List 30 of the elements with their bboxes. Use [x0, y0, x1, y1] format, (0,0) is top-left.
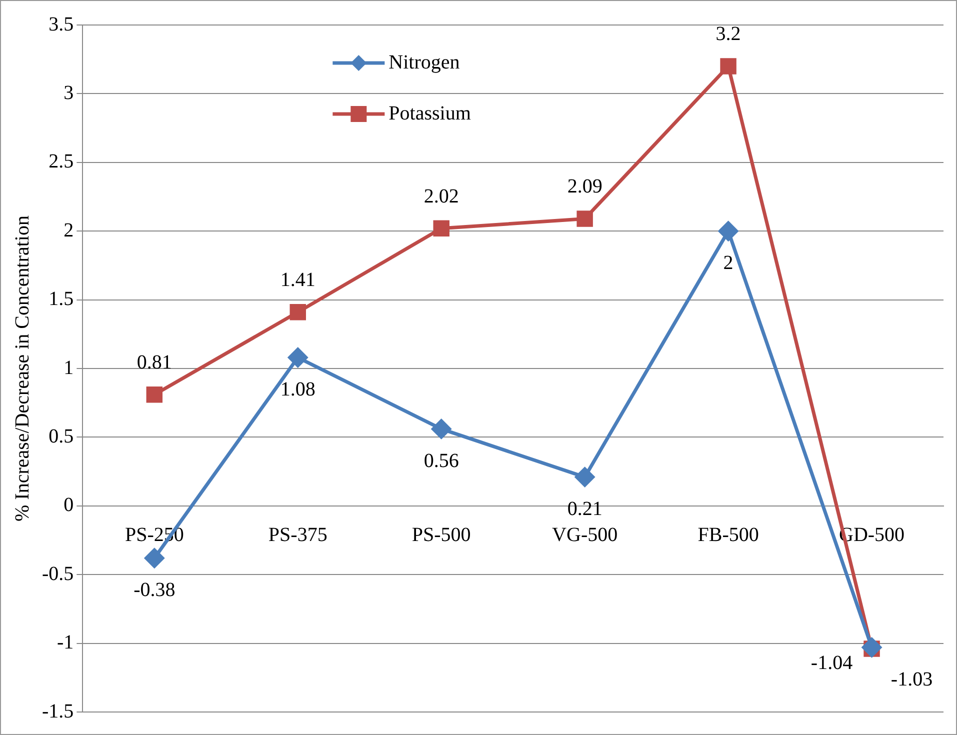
data-label: 0.56: [424, 450, 459, 472]
data-label: 2.02: [424, 185, 459, 208]
legend-label: Nitrogen: [388, 51, 460, 74]
y-tick-label: 3.5: [48, 13, 74, 36]
data-label: -1.04: [810, 652, 853, 674]
data-label: -1.03: [890, 668, 933, 690]
data-label: 1.08: [280, 378, 316, 401]
legend-label: Potassium: [388, 102, 472, 124]
y-tick-label: 3: [64, 82, 74, 104]
data-label: 0.21: [567, 498, 602, 520]
y-tick-label: 2.5: [48, 150, 74, 173]
data-label: 1.41: [280, 269, 316, 292]
data-label: 0.81: [136, 352, 172, 374]
y-tick-label: 1.5: [48, 288, 74, 310]
y-tick-label: -1.5: [42, 700, 74, 722]
x-tick-label: VG-500: [552, 524, 618, 546]
y-tick-label: -1: [56, 632, 74, 654]
data-label: 2: [723, 252, 734, 274]
y-tick-label: -0.5: [42, 562, 74, 585]
data-label: -0.38: [134, 579, 176, 602]
data-label: 3.2: [716, 23, 741, 46]
y-tick-label: 0: [64, 494, 74, 516]
y-axis-title: % Increase/Decrease in Concentration: [11, 216, 34, 522]
x-tick-label: FB-500: [698, 524, 759, 546]
y-tick-label: 1: [64, 356, 74, 379]
y-tick-label: 2: [64, 219, 74, 242]
x-tick-label: PS-500: [412, 524, 471, 546]
data-label: 2.09: [567, 176, 602, 198]
x-tick-label: PS-375: [268, 524, 328, 546]
y-tick-label: 0.5: [48, 425, 74, 448]
